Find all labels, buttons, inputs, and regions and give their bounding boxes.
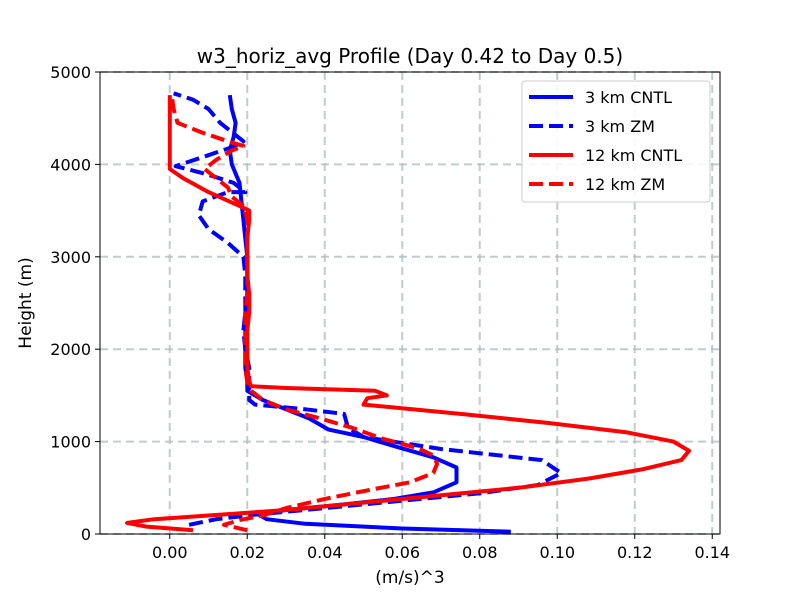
chart-title: w3_horiz_avg Profile (Day 0.42 to Day 0.…	[197, 44, 623, 68]
x-axis-label: (m/s)^3	[375, 568, 444, 588]
x-tick-label: 0.00	[152, 543, 188, 562]
grid-layer	[100, 71, 720, 535]
tick-layer: 0.00 0.02 0.04 0.06 0.08 0.10 0.12 0.14 0 1000 200…	[50, 63, 730, 562]
x-tick-label: 0.10	[539, 543, 575, 562]
y-axis-label: Height (m)	[16, 257, 36, 348]
x-tick-label: 0.12	[617, 543, 653, 562]
x-tick-label: 0.14	[694, 543, 730, 562]
y-tick-label: 4000	[50, 155, 91, 174]
series-layer	[125, 91, 691, 534]
x-tick-label: 0.08	[462, 543, 498, 562]
legend: 3 km CNTL 3 km ZM 12 km CNTL 12 km ZM	[521, 80, 711, 203]
series-line-3	[125, 95, 691, 533]
legend-label: 3 km ZM	[585, 117, 655, 136]
y-tick-label: 5000	[50, 63, 91, 82]
y-tick-label: 2000	[50, 340, 91, 359]
series-line-2	[172, 91, 564, 527]
plot-frame	[99, 71, 721, 535]
y-tick-label: 0	[81, 525, 91, 544]
y-tick-label: 1000	[50, 433, 91, 452]
legend-label: 12 km ZM	[585, 175, 665, 194]
y-tick-label: 3000	[50, 248, 91, 267]
x-tick-label: 0.02	[229, 543, 265, 562]
legend-box	[521, 80, 711, 203]
legend-label: 3 km CNTL	[585, 88, 672, 107]
legend-label: 12 km CNTL	[585, 146, 682, 165]
x-tick-label: 0.04	[307, 543, 343, 562]
x-tick-label: 0.06	[384, 543, 420, 562]
series-line-4	[169, 94, 440, 533]
